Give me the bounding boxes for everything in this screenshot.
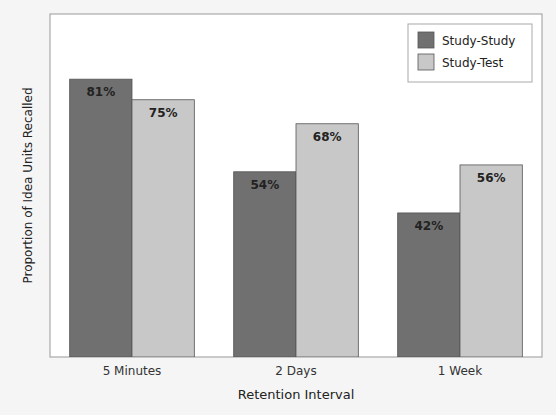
bar (398, 213, 460, 357)
chart: 81% 54% 42% 75% 68% 56% 5 Minutes 2 Days 1 Week R… (0, 0, 556, 415)
data-label: 54% (250, 178, 279, 192)
plot-frame (50, 14, 542, 357)
data-labels: 81% 54% 42% 75% 68% 56% (86, 85, 505, 233)
x-tick-label: 2 Days (275, 364, 316, 378)
x-axis-title: Retention Interval (238, 387, 355, 402)
chart-container: 81% 54% 42% 75% 68% 56% 5 Minutes 2 Days 1 Week R… (0, 0, 556, 415)
data-label: 42% (414, 219, 443, 233)
bars (70, 79, 523, 357)
legend-label: Study-Study (442, 34, 515, 48)
bar (460, 165, 522, 357)
bar (132, 100, 194, 357)
bar (234, 172, 296, 357)
x-tick-label: 5 Minutes (103, 364, 162, 378)
legend-label: Study-Test (442, 56, 504, 70)
legend-swatch (418, 54, 434, 70)
bar (70, 79, 132, 357)
data-label: 68% (313, 130, 342, 144)
y-axis-title: Proportion of Idea Units Recalled (21, 87, 35, 283)
data-label: 56% (477, 171, 506, 185)
data-label: 75% (149, 106, 178, 120)
bar (296, 124, 358, 357)
legend: Study-Study Study-Test (408, 24, 532, 82)
legend-swatch (418, 32, 434, 48)
legend-frame (408, 24, 532, 82)
data-label: 81% (86, 85, 115, 99)
x-tick-label: 1 Week (438, 364, 482, 378)
